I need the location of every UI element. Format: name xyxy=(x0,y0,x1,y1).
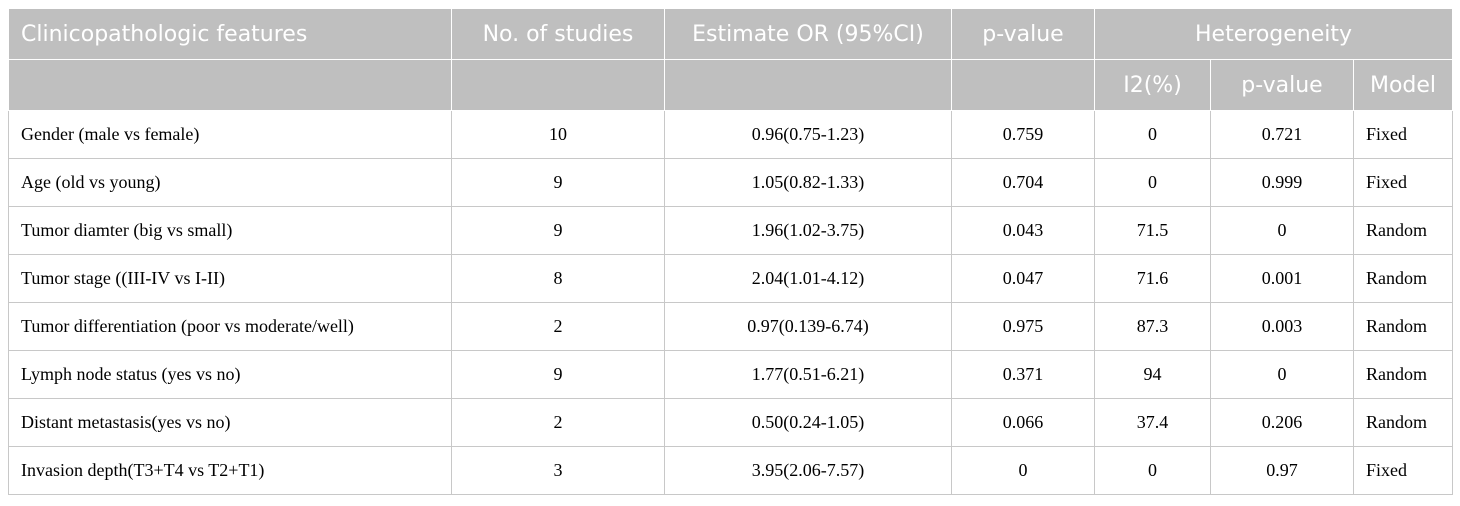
cell-or: 1.05(0.82-1.33) xyxy=(664,158,952,207)
cell-feature: Tumor differentiation (poor vs moderate/… xyxy=(8,302,452,351)
cell-or: 0.97(0.139-6.74) xyxy=(664,302,952,351)
header-blank-studies xyxy=(451,59,665,111)
header-blank-estimate xyxy=(664,59,952,111)
cell-i2: 0 xyxy=(1094,446,1211,495)
cell-feature: Tumor stage ((III-IV vs I-II) xyxy=(8,254,452,303)
header-model: Model xyxy=(1352,59,1454,111)
header-row-2: I2(%) p-value Model xyxy=(8,59,1454,111)
cell-pvalue: 0.047 xyxy=(951,254,1095,303)
cell-feature: Distant metastasis(yes vs no) xyxy=(8,398,452,447)
table-header: Clinicopathologic features No. of studie… xyxy=(8,8,1454,111)
cell-or: 1.96(1.02-3.75) xyxy=(664,206,952,255)
cell-studies: 3 xyxy=(451,446,665,495)
cell-het-pvalue: 0.206 xyxy=(1210,398,1354,447)
header-estimate: Estimate OR (95%CI) xyxy=(664,8,952,60)
cell-het-pvalue: 0.721 xyxy=(1210,110,1354,159)
table-row: Gender (male vs female) 10 0.96(0.75-1.2… xyxy=(8,110,1454,159)
table-row: Tumor differentiation (poor vs moderate/… xyxy=(8,302,1454,351)
header-row-1: Clinicopathologic features No. of studie… xyxy=(8,8,1454,60)
cell-studies: 2 xyxy=(451,398,665,447)
meta-analysis-table: Clinicopathologic features No. of studie… xyxy=(8,8,1454,495)
cell-model: Random xyxy=(1352,302,1454,351)
cell-model: Fixed xyxy=(1352,110,1454,159)
cell-feature: Gender (male vs female) xyxy=(8,110,452,159)
cell-studies: 2 xyxy=(451,302,665,351)
table-row: Tumor stage ((III-IV vs I-II) 8 2.04(1.0… xyxy=(8,254,1454,303)
cell-het-pvalue: 0 xyxy=(1210,350,1354,399)
cell-feature: Tumor diamter (big vs small) xyxy=(8,206,452,255)
header-het-pvalue: p-value xyxy=(1210,59,1354,111)
header-pvalue: p-value xyxy=(951,8,1095,60)
cell-or: 2.04(1.01-4.12) xyxy=(664,254,952,303)
cell-pvalue: 0.043 xyxy=(951,206,1095,255)
cell-or: 1.77(0.51-6.21) xyxy=(664,350,952,399)
cell-studies: 9 xyxy=(451,158,665,207)
cell-studies: 8 xyxy=(451,254,665,303)
cell-model: Fixed xyxy=(1352,446,1454,495)
cell-het-pvalue: 0.97 xyxy=(1210,446,1354,495)
header-heterogeneity: Heterogeneity xyxy=(1093,8,1454,60)
cell-model: Random xyxy=(1352,350,1454,399)
cell-het-pvalue: 0 xyxy=(1210,206,1354,255)
cell-studies: 9 xyxy=(451,206,665,255)
cell-studies: 9 xyxy=(451,350,665,399)
cell-pvalue: 0.066 xyxy=(951,398,1095,447)
header-studies: No. of studies xyxy=(451,8,665,60)
table-row: Tumor diamter (big vs small) 9 1.96(1.02… xyxy=(8,206,1454,255)
cell-i2: 94 xyxy=(1094,350,1211,399)
header-features: Clinicopathologic features xyxy=(8,8,452,60)
cell-studies: 10 xyxy=(451,110,665,159)
table-body: Gender (male vs female) 10 0.96(0.75-1.2… xyxy=(8,110,1454,495)
cell-het-pvalue: 0.001 xyxy=(1210,254,1354,303)
cell-i2: 87.3 xyxy=(1094,302,1211,351)
cell-pvalue: 0.975 xyxy=(951,302,1095,351)
cell-pvalue: 0.371 xyxy=(951,350,1095,399)
cell-pvalue: 0 xyxy=(951,446,1095,495)
header-blank-pvalue xyxy=(951,59,1095,111)
cell-pvalue: 0.704 xyxy=(951,158,1095,207)
cell-i2: 71.6 xyxy=(1094,254,1211,303)
table-row: Lymph node status (yes vs no) 9 1.77(0.5… xyxy=(8,350,1454,399)
cell-i2: 71.5 xyxy=(1094,206,1211,255)
cell-i2: 0 xyxy=(1094,110,1211,159)
cell-model: Random xyxy=(1352,206,1454,255)
cell-feature: Invasion depth(T3+T4 vs T2+T1) xyxy=(8,446,452,495)
cell-feature: Lymph node status (yes vs no) xyxy=(8,350,452,399)
cell-het-pvalue: 0.003 xyxy=(1210,302,1354,351)
header-blank-features xyxy=(8,59,452,111)
cell-feature: Age (old vs young) xyxy=(8,158,452,207)
cell-i2: 0 xyxy=(1094,158,1211,207)
cell-or: 0.96(0.75-1.23) xyxy=(664,110,952,159)
cell-het-pvalue: 0.999 xyxy=(1210,158,1354,207)
header-i2: I2(%) xyxy=(1094,59,1211,111)
cell-pvalue: 0.759 xyxy=(951,110,1095,159)
table-row: Invasion depth(T3+T4 vs T2+T1) 3 3.95(2.… xyxy=(8,446,1454,495)
cell-or: 3.95(2.06-7.57) xyxy=(664,446,952,495)
cell-model: Fixed xyxy=(1352,158,1454,207)
table-row: Age (old vs young) 9 1.05(0.82-1.33) 0.7… xyxy=(8,158,1454,207)
cell-model: Random xyxy=(1352,398,1454,447)
cell-model: Random xyxy=(1352,254,1454,303)
table-row: Distant metastasis(yes vs no) 2 0.50(0.2… xyxy=(8,398,1454,447)
cell-i2: 37.4 xyxy=(1094,398,1211,447)
cell-or: 0.50(0.24-1.05) xyxy=(664,398,952,447)
